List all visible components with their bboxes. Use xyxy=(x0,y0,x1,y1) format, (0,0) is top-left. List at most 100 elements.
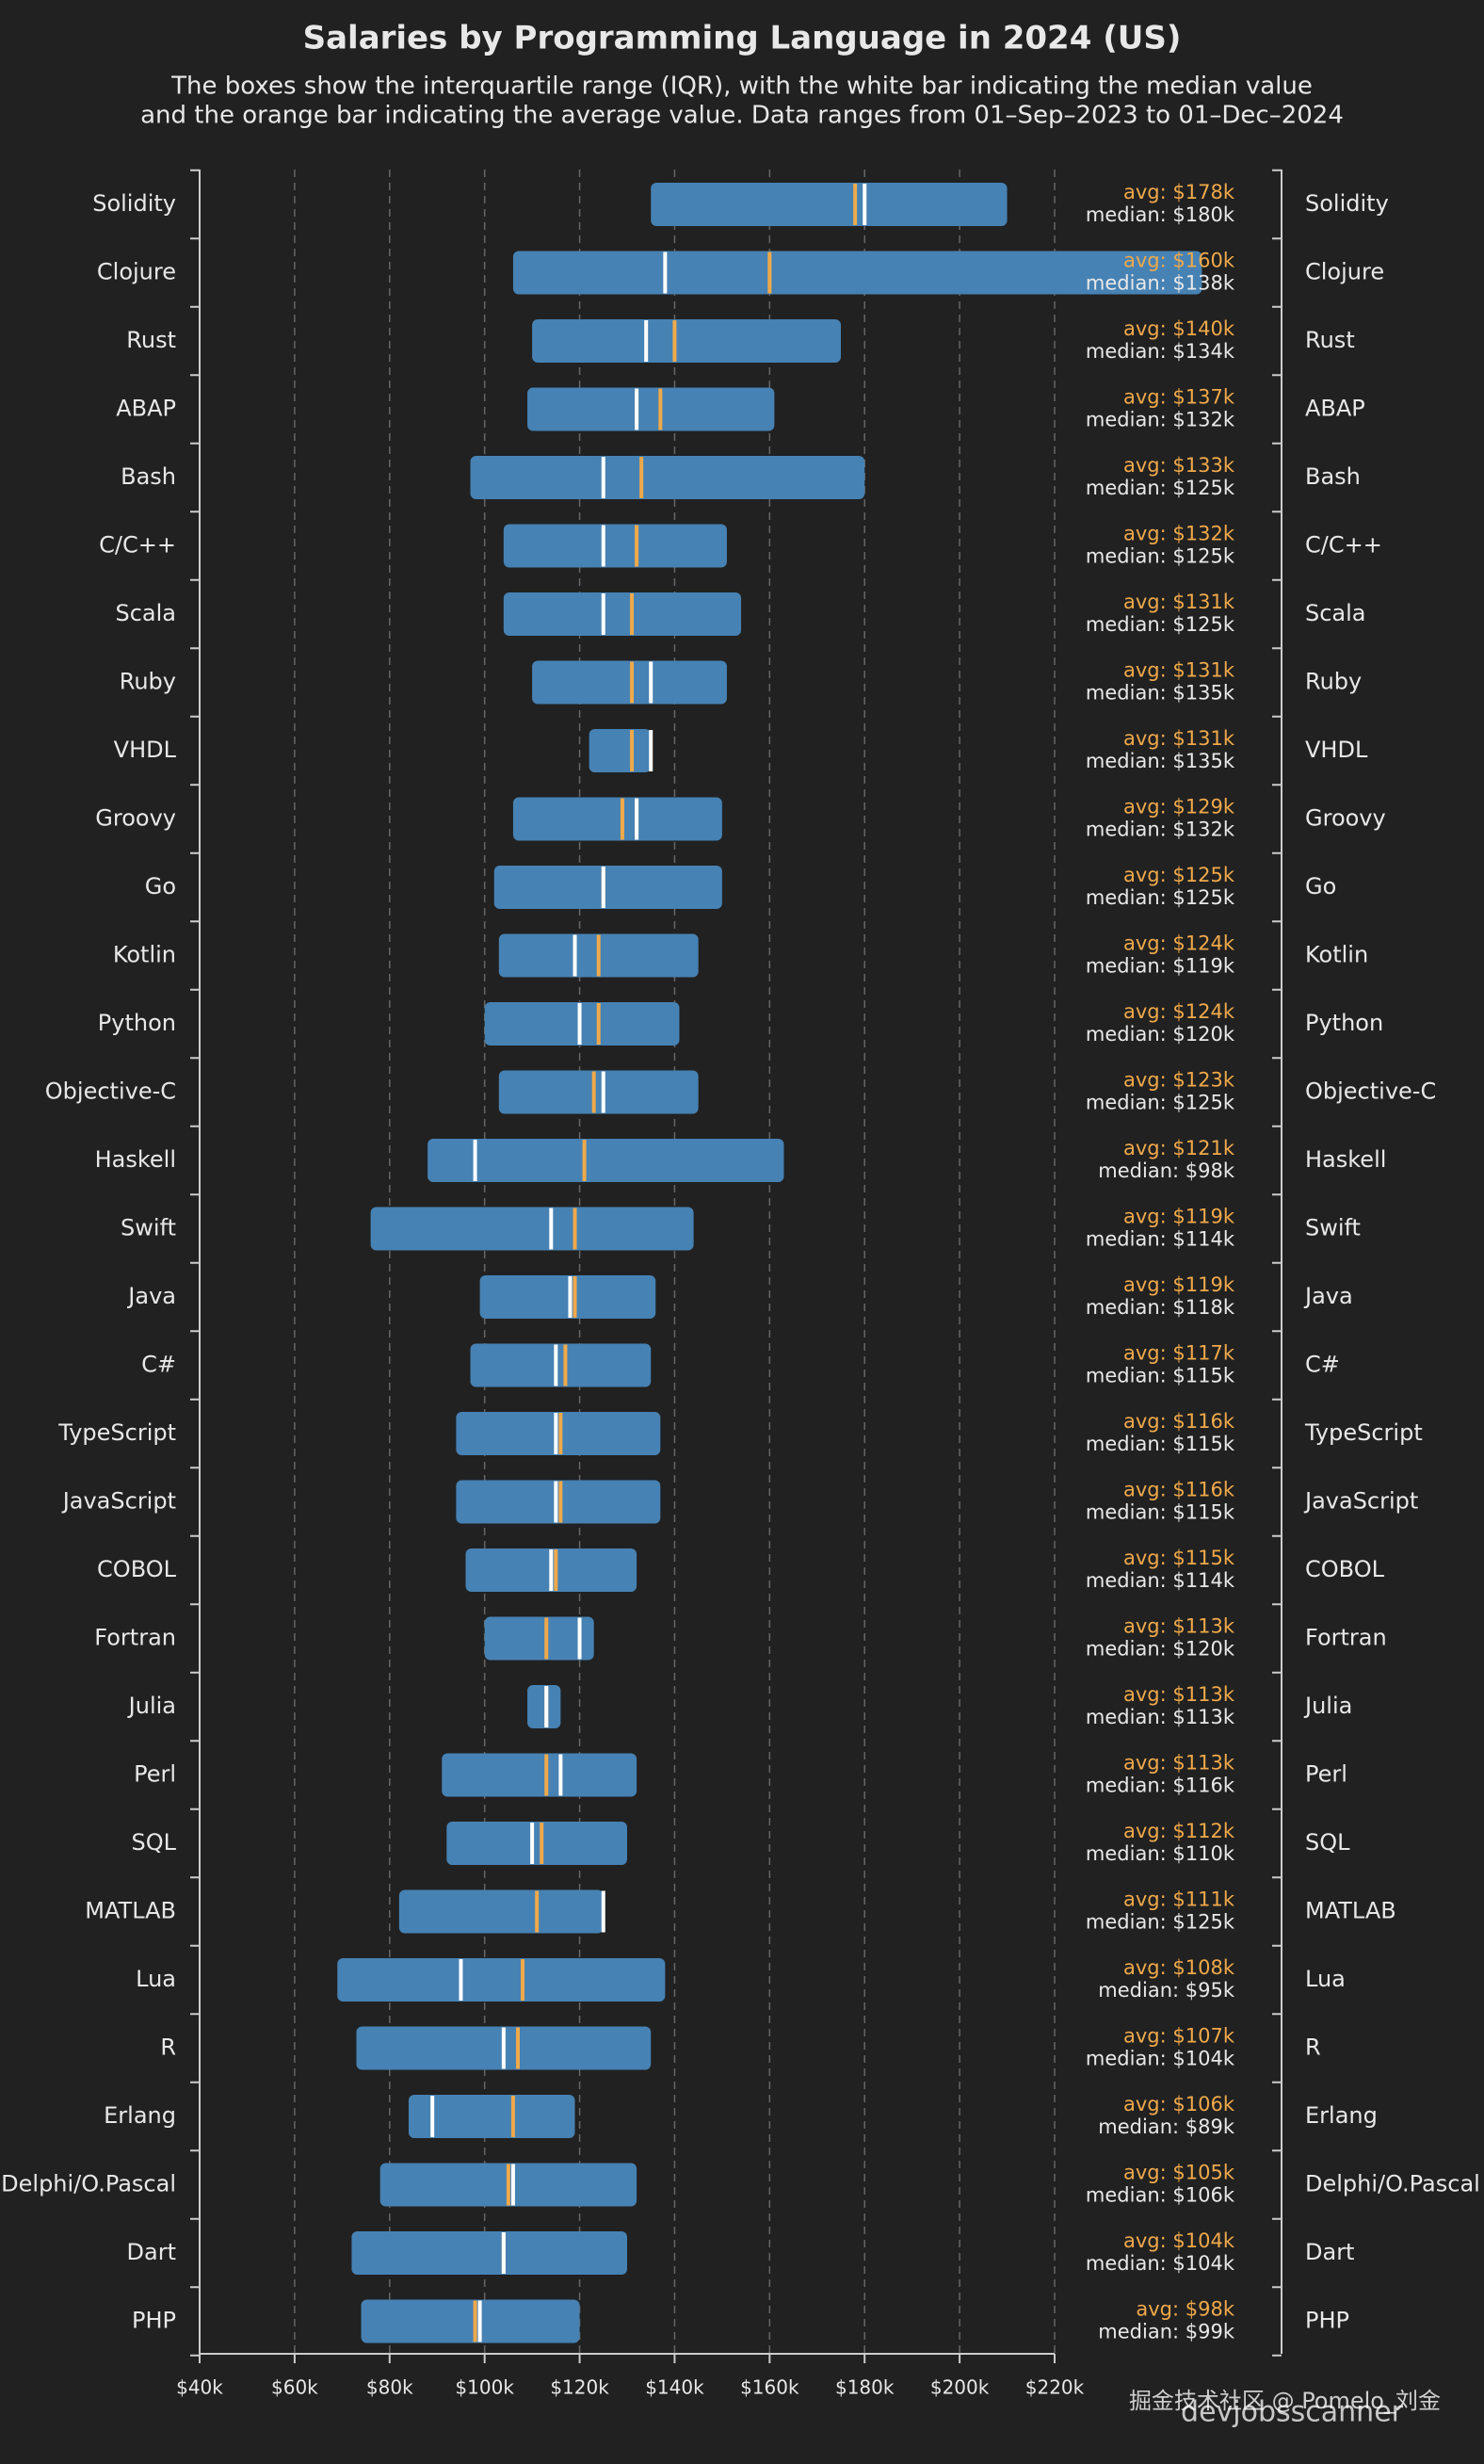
y-tick-label: Bash xyxy=(121,463,176,490)
avg-label: avg: $124k xyxy=(1123,932,1235,955)
iqr-box xyxy=(651,183,1008,226)
avg-label: avg: $125k xyxy=(1123,864,1235,886)
median-label: median: $106k xyxy=(1086,2184,1235,2207)
avg-label: avg: $113k xyxy=(1123,1615,1235,1638)
y-tick-label-right: Groovy xyxy=(1305,805,1386,832)
y-tick-label-right: Kotlin xyxy=(1305,942,1368,968)
y-tick-label-right: Python xyxy=(1305,1010,1383,1036)
iqr-box xyxy=(503,592,742,636)
y-tick-label-right: Delphi/O.Pascal xyxy=(1305,2171,1480,2197)
y-tick-label-right: R xyxy=(1305,2034,1321,2061)
median-label: median: $116k xyxy=(1086,1775,1235,1797)
avg-label: avg: $116k xyxy=(1123,1479,1235,1501)
x-tick-label: $160k xyxy=(740,2376,799,2399)
y-tick-label-right: Haskell xyxy=(1305,1146,1386,1173)
iqr-box xyxy=(427,1139,784,1182)
y-tick-label-right: Fortran xyxy=(1305,1625,1387,1651)
avg-label: avg: $178k xyxy=(1123,181,1235,203)
y-tick-label-right: Julia xyxy=(1303,1693,1352,1719)
y-tick-label-right: PHP xyxy=(1305,2308,1349,2334)
y-tick-label: Erlang xyxy=(104,2102,176,2129)
y-tick-label: Solidity xyxy=(92,190,176,217)
avg-label: avg: $113k xyxy=(1123,1752,1235,1775)
y-tick-label-right: Solidity xyxy=(1305,190,1389,217)
y-tick-label-right: SQL xyxy=(1305,1829,1350,1856)
y-tick-label: MATLAB xyxy=(85,1898,176,1924)
avg-label: avg: $119k xyxy=(1123,1206,1235,1228)
avg-label: avg: $106k xyxy=(1123,2093,1235,2115)
y-tick-label-right: Rust xyxy=(1305,327,1355,353)
y-tick-label: Lua xyxy=(136,1966,176,1992)
y-tick-label-right: COBOL xyxy=(1305,1556,1385,1582)
y-tick-label-right: Go xyxy=(1305,873,1336,900)
iqr-box xyxy=(493,866,722,909)
median-label: median: $110k xyxy=(1086,1842,1235,1865)
iqr-box xyxy=(512,797,722,841)
y-tick-label: C/C++ xyxy=(99,532,176,559)
avg-label: avg: $129k xyxy=(1123,796,1235,819)
iqr-box xyxy=(337,1958,666,2002)
median-label: median: $114k xyxy=(1086,1228,1235,1251)
avg-label: avg: $131k xyxy=(1123,591,1235,613)
median-label: median: $99k xyxy=(1098,2321,1235,2343)
iqr-box xyxy=(484,1002,680,1046)
avg-label: avg: $123k xyxy=(1123,1069,1235,1092)
avg-label: avg: $117k xyxy=(1123,1342,1235,1365)
median-label: median: $115k xyxy=(1086,1501,1235,1524)
avg-label: avg: $119k xyxy=(1123,1273,1235,1296)
y-tick-label: SQL xyxy=(132,1829,177,1856)
y-tick-label: ABAP xyxy=(116,396,176,422)
median-label: median: $125k xyxy=(1086,477,1235,499)
iqr-box xyxy=(512,251,1202,295)
x-tick-label: $220k xyxy=(1025,2376,1085,2399)
logo: devjobsscanner xyxy=(1181,2396,1404,2429)
y-tick-label: VHDL xyxy=(114,737,177,763)
median-label: median: $125k xyxy=(1086,545,1235,568)
y-tick-label: C# xyxy=(141,1352,176,1378)
median-label: median: $132k xyxy=(1086,819,1235,841)
y-tick-label-right: C# xyxy=(1305,1352,1340,1378)
iqr-box xyxy=(408,2095,575,2138)
y-tick-label: R xyxy=(160,2034,176,2061)
iqr-box xyxy=(456,1480,661,1524)
iqr-box xyxy=(470,456,865,499)
median-label: median: $125k xyxy=(1086,886,1235,909)
median-label: median: $120k xyxy=(1086,1638,1235,1661)
iqr-box xyxy=(484,1616,594,1661)
iqr-box xyxy=(470,1343,652,1387)
avg-label: avg: $107k xyxy=(1123,2025,1235,2048)
iqr-box xyxy=(479,1275,656,1319)
avg-label: avg: $137k xyxy=(1123,386,1235,409)
median-label: median: $138k xyxy=(1086,272,1235,295)
median-label: median: $115k xyxy=(1086,1365,1235,1387)
avg-label: avg: $113k xyxy=(1123,1683,1235,1706)
y-tick-label-right: C/C++ xyxy=(1305,532,1382,559)
y-tick-label-right: Erlang xyxy=(1305,2102,1378,2129)
y-tick-label-right: Swift xyxy=(1305,1215,1361,1241)
median-label: median: $89k xyxy=(1098,2115,1235,2138)
y-tick-label-right: Dart xyxy=(1305,2239,1354,2265)
y-tick-label-right: Java xyxy=(1303,1283,1353,1309)
y-tick-label: Dart xyxy=(127,2239,176,2265)
avg-label: avg: $104k xyxy=(1123,2229,1235,2252)
iqr-box xyxy=(589,729,652,772)
chart-subtitle: and the orange bar indicating the averag… xyxy=(140,102,1344,130)
y-tick-label-right: Ruby xyxy=(1305,669,1362,695)
y-tick-label: COBOL xyxy=(97,1556,177,1582)
median-label: median: $125k xyxy=(1086,1911,1235,1934)
y-tick-label: Groovy xyxy=(95,805,176,832)
y-tick-label-right: TypeScript xyxy=(1304,1419,1423,1446)
median-label: median: $180k xyxy=(1086,203,1235,226)
y-tick-label-right: Scala xyxy=(1305,600,1366,626)
y-tick-label: TypeScript xyxy=(57,1419,176,1446)
x-tick-label: $180k xyxy=(835,2376,895,2399)
y-tick-label: Go xyxy=(145,873,176,900)
avg-label: avg: $121k xyxy=(1123,1137,1235,1159)
avg-label: avg: $124k xyxy=(1123,1000,1235,1023)
y-tick-label-right: Perl xyxy=(1305,1761,1347,1788)
median-label: median: $98k xyxy=(1098,1159,1235,1182)
y-tick-label: Swift xyxy=(121,1215,176,1241)
x-tick-label: $40k xyxy=(176,2376,223,2399)
avg-label: avg: $108k xyxy=(1123,1956,1235,1979)
